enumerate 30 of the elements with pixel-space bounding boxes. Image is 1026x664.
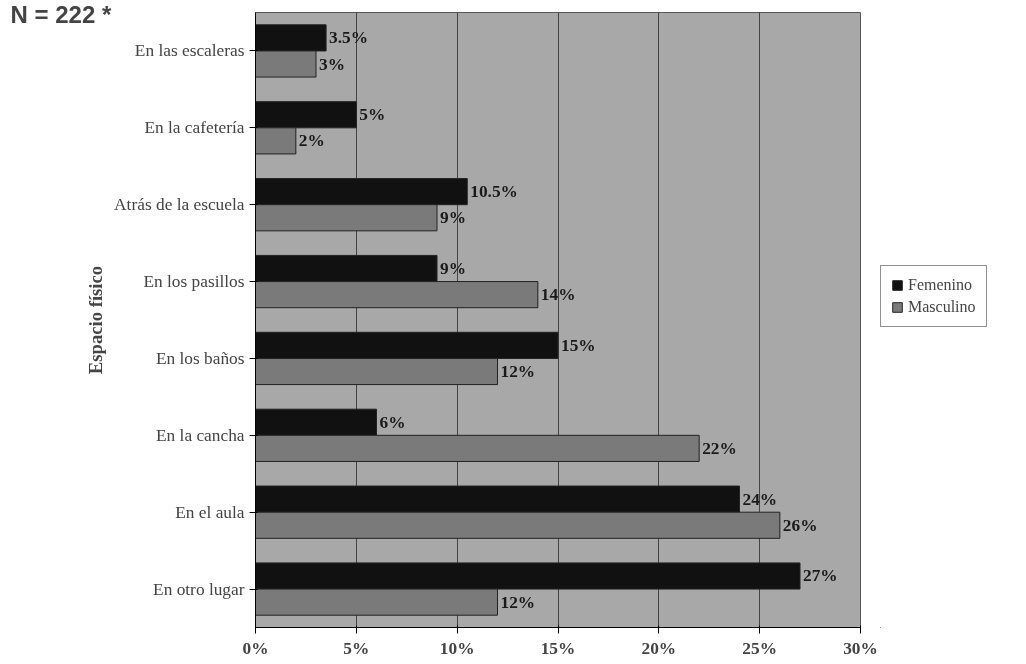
data-label: 27% [803, 566, 838, 586]
x-tick-label: 5% [343, 638, 370, 658]
y-tick-label: En la cancha [155, 425, 245, 445]
text: N = 222 * [10, 0, 112, 28]
data-label: 3% [319, 54, 345, 74]
x-tick-label: 20% [641, 638, 677, 658]
x-tick-label: 25% [742, 638, 777, 658]
x-tick-label: 30% [843, 638, 878, 658]
data-label: 10.5% [470, 182, 518, 202]
x-tick-label: 10% [439, 638, 475, 658]
data-label: 12% [500, 592, 536, 612]
y-tick-label: En el aula [175, 502, 245, 522]
data-label: 12% [500, 362, 536, 382]
y-axis-title: Espacio físico [85, 265, 107, 375]
y-tick-label: En los baños [155, 348, 245, 368]
data-label: 26% [782, 515, 818, 535]
x-tick-label: 0% [242, 638, 269, 658]
legend-label: Masculino [908, 298, 976, 316]
data-label: 5% [359, 105, 386, 125]
y-tick-label: En las escaleras [134, 41, 245, 61]
x-tick-label: 15% [540, 638, 576, 658]
y-tick-label: En la cafetería [144, 118, 245, 138]
data-label: 22% [702, 438, 737, 458]
data-label: 15% [561, 335, 596, 355]
y-tick-label: En los pasillos [143, 272, 245, 292]
legend-label: Femenino [908, 276, 972, 294]
data-label: 2% [298, 131, 325, 151]
data-label: 6% [379, 412, 406, 432]
y-tick-label: En otro lugar [153, 579, 245, 599]
y-tick-label: Atrás de la escuela [114, 195, 245, 215]
